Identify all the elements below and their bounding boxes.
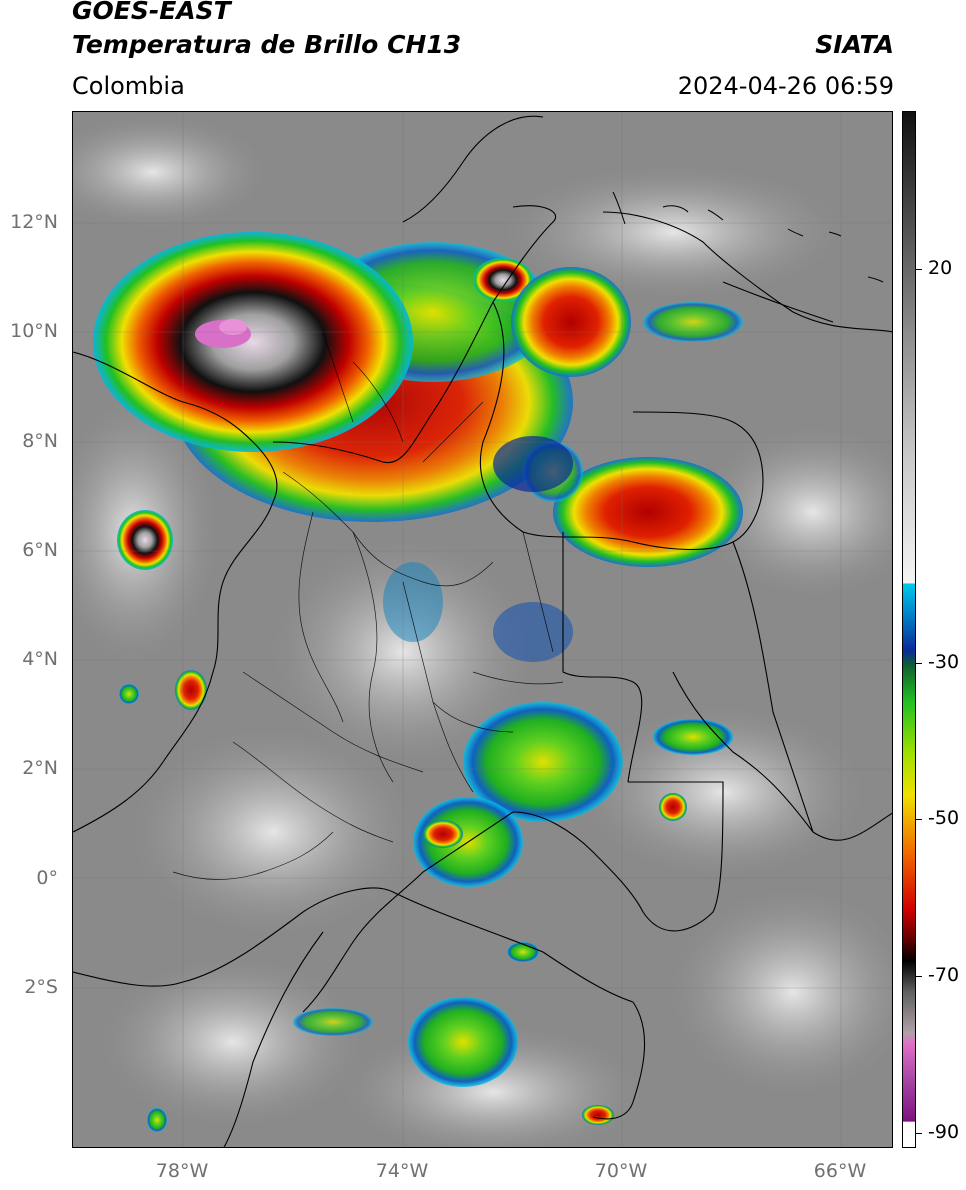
graticule [73,112,892,1147]
lat-label-8n: 8°N [22,430,58,452]
organization-label: SIATA [815,30,894,59]
colorbar [902,111,916,1148]
lat-label-6n: 6°N [22,539,58,561]
datetime-label: 2024-04-26 06:59 [677,72,894,100]
lon-label-74w: 74°W [375,1160,429,1182]
colorbar-tick-m50 [916,819,922,820]
region-label: Colombia [72,72,185,100]
lat-label-4n: 4°N [22,648,58,670]
lat-label-12n: 12°N [10,211,58,233]
lat-label-2s: 2°S [24,976,58,998]
lon-label-78w: 78°W [155,1160,209,1182]
lon-label-66w: 66°W [813,1160,867,1182]
lat-label-0: 0° [36,867,58,889]
colorbar-label-20: 20 [928,257,953,279]
colorbar-tick-20 [916,269,922,270]
satellite-title: GOES-EAST [72,0,231,25]
product-title: Temperatura de Brillo CH13 [72,30,462,59]
map-canvas [73,112,892,1147]
country-borders [73,115,892,1147]
colorbar-tick-m70 [916,976,922,977]
colorbar-label-m30: -30 [928,651,960,673]
colorbar-label-m50: -50 [928,807,960,829]
satellite-map[interactable] [72,111,893,1148]
islands [612,191,884,283]
colorbar-tick-m30 [916,663,922,664]
colorbar-label-m70: -70 [928,964,960,986]
lat-label-10n: 10°N [10,320,58,342]
internal-borders [172,331,564,880]
lat-label-2n: 2°N [22,757,58,779]
lon-label-70w: 70°W [594,1160,648,1182]
colorbar-label-m90: -90 [928,1121,960,1143]
colorbar-tick-m90 [916,1133,922,1134]
